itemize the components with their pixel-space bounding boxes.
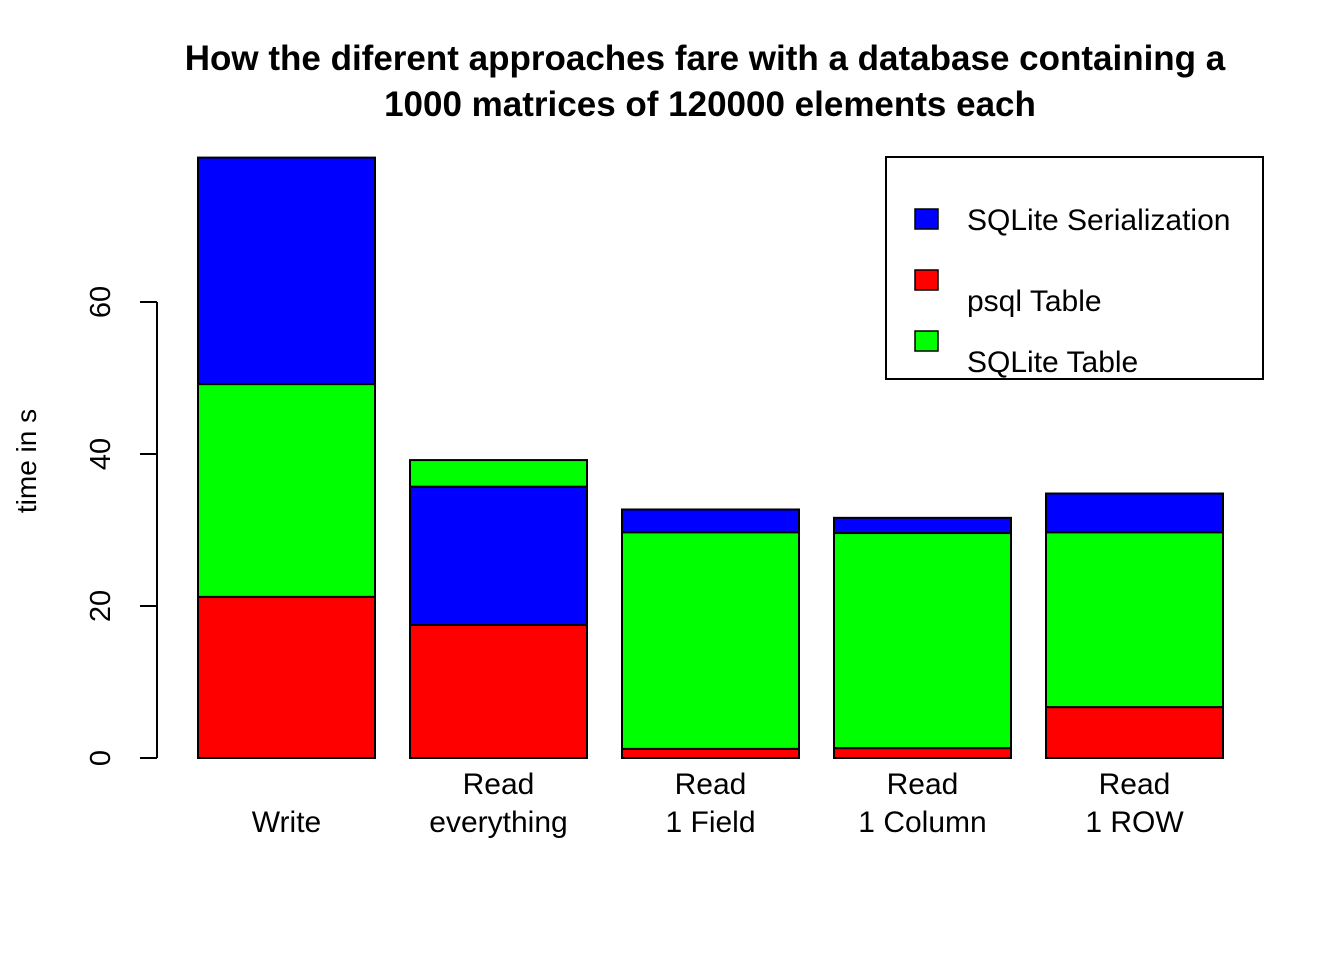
- bar-segment-sqlite-table: [197, 383, 376, 598]
- legend: SQLite Serialization psql Table SQLite Tab…: [885, 156, 1264, 380]
- bar-segment-sqlite-table: [621, 531, 800, 750]
- x-tick-label: 1 ROW: [1085, 806, 1184, 839]
- bar-segment-sqlite-serialization: [833, 516, 1012, 535]
- bar-segment-sqlite-table: [1045, 531, 1224, 709]
- bar-segment-sqlite-table: [409, 459, 588, 488]
- x-tick-label: Read: [675, 768, 747, 801]
- chart-title-line-2: 1000 matrices of 120000 elements each: [384, 85, 1036, 124]
- legend-swatch: [914, 208, 939, 230]
- y-axis: 0 20 40 60: [85, 286, 158, 766]
- bar-segment-sqlite-serialization: [197, 156, 376, 386]
- y-tick-label: 40: [85, 438, 117, 470]
- bar-segment-sqlite-serialization: [1045, 492, 1224, 534]
- x-tick-label: 1 Field: [665, 806, 755, 839]
- bar-segment-psql-table: [833, 747, 1012, 759]
- bar-segment-psql-table: [1045, 706, 1224, 760]
- y-axis-label: time in s: [11, 409, 42, 513]
- bar-segment-psql-table: [409, 624, 588, 759]
- y-tick-label: 0: [85, 750, 117, 766]
- bar-segment-sqlite-table: [833, 532, 1012, 750]
- x-tick-label: 1 Column: [858, 806, 986, 839]
- bars: [197, 156, 1224, 760]
- bar-segment-psql-table: [621, 747, 800, 760]
- legend-swatch: [914, 330, 939, 352]
- x-tick-label: Read: [463, 768, 535, 801]
- x-tick-label: Read: [1099, 768, 1171, 801]
- x-tick-label: Write: [252, 806, 321, 839]
- bar-segment-psql-table: [197, 595, 376, 759]
- chart-title-line-1: How the diferent approaches fare with a …: [185, 39, 1226, 78]
- legend-label: SQLite Table: [967, 346, 1138, 379]
- legend-box: [885, 156, 1264, 380]
- legend-label: SQLite Serialization: [967, 204, 1230, 237]
- legend-swatch: [914, 269, 939, 291]
- x-tick-label: everything: [429, 806, 567, 839]
- bar-segment-sqlite-serialization: [409, 485, 588, 626]
- bar-segment-sqlite-serialization: [621, 508, 800, 534]
- chart-title: How the diferent approaches fare with a …: [185, 39, 1226, 124]
- y-tick-label: 60: [85, 286, 117, 318]
- x-tick-label: Read: [887, 768, 959, 801]
- y-tick-label: 20: [85, 590, 117, 622]
- legend-label: psql Table: [967, 285, 1102, 318]
- x-axis-labels: Write Read everything Read 1 Field Read 1 Colu…: [252, 768, 1185, 839]
